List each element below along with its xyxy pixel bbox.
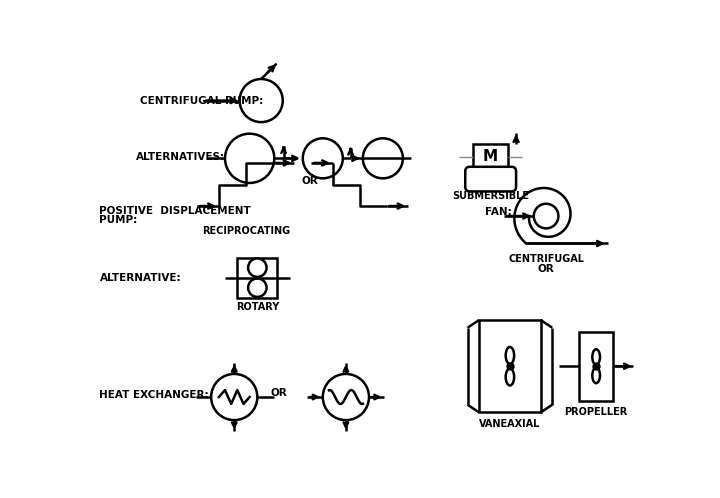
Text: ALTERNATIVE:: ALTERNATIVE:: [99, 273, 181, 283]
Text: SUBMERSIBLE: SUBMERSIBLE: [452, 191, 529, 201]
Circle shape: [323, 374, 369, 420]
Text: HEAT EXCHANGER:: HEAT EXCHANGER:: [99, 390, 209, 400]
Ellipse shape: [505, 347, 514, 364]
Circle shape: [303, 138, 343, 178]
Text: VANEAXIAL: VANEAXIAL: [480, 419, 541, 429]
Text: PUMP:: PUMP:: [99, 215, 138, 225]
Circle shape: [248, 258, 266, 277]
Text: OR: OR: [271, 388, 287, 398]
Circle shape: [240, 79, 283, 122]
Ellipse shape: [593, 368, 600, 383]
Ellipse shape: [593, 349, 600, 365]
Bar: [579, 332, 613, 401]
Text: RECIPROCATING: RECIPROCATING: [202, 227, 290, 237]
Text: CENTRIFUGAL PUMP:: CENTRIFUGAL PUMP:: [140, 96, 263, 106]
Bar: [473, 144, 508, 170]
Text: OR: OR: [302, 176, 318, 186]
Ellipse shape: [505, 369, 514, 385]
Circle shape: [248, 278, 266, 297]
Text: POSITIVE  DISPLACEMENT: POSITIVE DISPLACEMENT: [99, 206, 251, 216]
Text: PROPELLER: PROPELLER: [564, 407, 628, 417]
FancyBboxPatch shape: [465, 167, 516, 191]
Circle shape: [363, 138, 403, 178]
Circle shape: [534, 204, 559, 229]
Text: ALTERNATIVES:: ALTERNATIVES:: [135, 152, 225, 162]
Bar: [238, 257, 277, 298]
Text: M: M: [483, 149, 498, 164]
Text: CENTRIFUGAL: CENTRIFUGAL: [508, 254, 584, 264]
Circle shape: [211, 374, 257, 420]
Text: FAN:: FAN:: [485, 207, 511, 217]
Bar: [479, 320, 541, 412]
Text: ROTARY: ROTARY: [235, 302, 279, 312]
Text: OR: OR: [538, 264, 554, 274]
Circle shape: [225, 133, 274, 183]
